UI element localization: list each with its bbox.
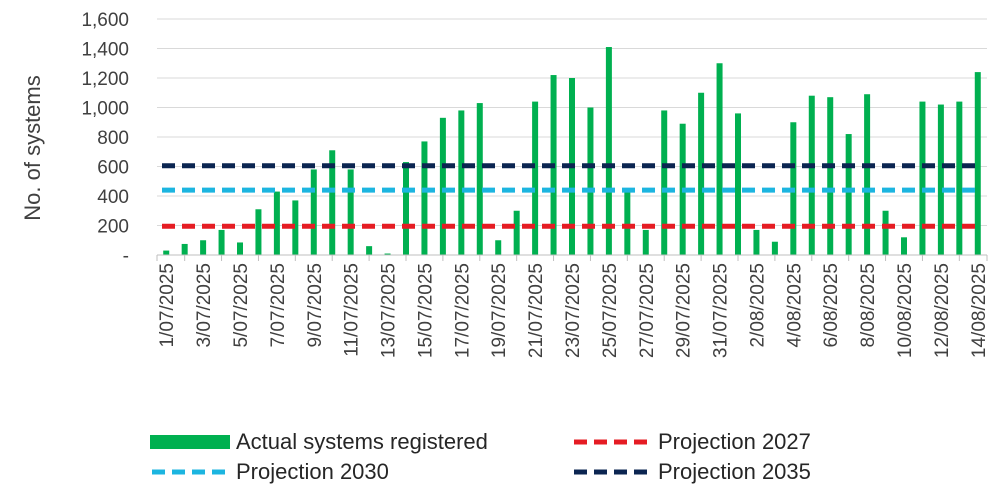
x-tick-label: 14/08/2025: [969, 263, 990, 358]
x-tick-label: 5/07/2025: [231, 263, 252, 348]
x-tick-label: 1/07/2025: [157, 263, 178, 348]
bar: [698, 92, 705, 255]
x-tick-label: 12/08/2025: [932, 263, 953, 358]
bar: [882, 210, 889, 255]
bar: [587, 107, 594, 255]
y-tick-label: 1,400: [81, 40, 129, 61]
x-tick-label: 25/07/2025: [600, 263, 621, 358]
legend-swatch-graphic: [150, 435, 230, 449]
x-tick-label: 27/07/2025: [637, 263, 658, 358]
x-tick-label: 8/08/2025: [858, 263, 879, 348]
bar: [642, 229, 649, 255]
legend-label-2030: Projection 2030: [236, 459, 389, 484]
bar: [384, 253, 391, 255]
bar: [771, 241, 778, 255]
chart: - 200 400 600 800 1,000 1,200 1,400 1,600 1/07/2…: [20, 10, 990, 358]
legend-swatch-2027: [572, 426, 652, 458]
bar: [716, 63, 723, 255]
bar: [661, 110, 668, 255]
y-tick-label: 800: [97, 128, 129, 149]
x-tick-label: 23/07/2025: [563, 263, 584, 358]
bar: [310, 169, 317, 255]
y-tick-label: 1,000: [81, 99, 129, 120]
y-tick-label: 600: [97, 158, 129, 179]
x-tick-label: 3/07/2025: [194, 263, 215, 348]
projection-lines: [162, 163, 979, 229]
bar: [273, 191, 280, 255]
legend-item-2027: Projection 2027: [572, 426, 811, 458]
legend-swatch-graphic: [574, 439, 650, 445]
legend: Actual systems registered Projection 202…: [150, 422, 910, 488]
bar: [366, 246, 373, 255]
legend-item-2030: Projection 2030: [150, 456, 389, 488]
legend-label-2035: Projection 2035: [658, 459, 811, 484]
x-tick-label: 19/07/2025: [489, 263, 510, 358]
y-axis-label: No. of systems: [20, 75, 45, 220]
legend-swatch-graphic: [574, 469, 650, 475]
bar: [403, 162, 409, 255]
legend-label-actual: Actual systems registered: [236, 429, 488, 454]
bar: [439, 117, 446, 255]
y-tick-label: 200: [97, 217, 129, 238]
y-tick-label: -: [123, 246, 129, 267]
x-tick-label: 7/07/2025: [268, 263, 289, 348]
x-tick-label: 9/07/2025: [305, 263, 326, 348]
x-tick-label: 4/08/2025: [784, 263, 805, 348]
bar: [864, 94, 871, 255]
bar: [458, 110, 465, 255]
bar: [605, 47, 612, 255]
legend-item-2035: Projection 2035: [572, 456, 811, 488]
bar: [163, 250, 170, 255]
legend-swatch-actual: [150, 426, 230, 458]
x-tick-label: 15/07/2025: [415, 263, 436, 358]
x-tick-label: 17/07/2025: [452, 263, 473, 358]
x-tick-label: 13/07/2025: [379, 263, 400, 358]
bar: [956, 101, 963, 255]
bar: [218, 229, 225, 255]
x-tick-label: 21/07/2025: [526, 263, 547, 358]
bar: [181, 243, 188, 255]
bar: [532, 101, 539, 255]
bar: [200, 240, 207, 255]
bar: [845, 134, 852, 255]
legend-swatch-graphic: [152, 469, 228, 475]
bar: [808, 95, 815, 255]
bar: [255, 209, 262, 255]
bar: [421, 141, 428, 255]
bar: [237, 242, 243, 255]
bar: [513, 210, 520, 255]
x-tick-label: 2/08/2025: [747, 263, 768, 348]
bar: [753, 229, 760, 255]
bar: [476, 103, 483, 255]
y-tick-label: 1,600: [81, 10, 129, 31]
bar: [901, 237, 907, 255]
x-tick-label: 6/08/2025: [821, 263, 842, 348]
bar: [347, 169, 354, 255]
bar: [329, 150, 336, 255]
x-axis: [156, 254, 988, 261]
x-axis-ticks: 1/07/2025 3/07/2025 5/07/2025 7/07/2025 9/07…: [157, 263, 990, 358]
legend-swatch-2030: [150, 456, 230, 488]
bar: [919, 101, 926, 255]
bar: [827, 97, 834, 256]
bar: [937, 104, 944, 255]
bar: [292, 200, 299, 255]
bar: [495, 240, 502, 255]
y-tick-label: 1,200: [81, 69, 129, 90]
legend-swatch-2035: [572, 456, 652, 488]
y-tick-label: 400: [97, 187, 129, 208]
legend-item-actual: Actual systems registered: [150, 426, 488, 458]
bar: [624, 191, 631, 255]
x-tick-label: 29/07/2025: [674, 263, 695, 358]
x-tick-label: 10/08/2025: [895, 263, 916, 358]
y-axis-ticks: - 200 400 600 800 1,000 1,200 1,400 1,600: [81, 10, 129, 267]
bar: [735, 113, 741, 256]
x-tick-label: 31/07/2025: [711, 263, 732, 358]
legend-label-2027: Projection 2027: [658, 429, 811, 454]
bar: [974, 72, 981, 255]
x-tick-label: 11/07/2025: [342, 263, 363, 357]
